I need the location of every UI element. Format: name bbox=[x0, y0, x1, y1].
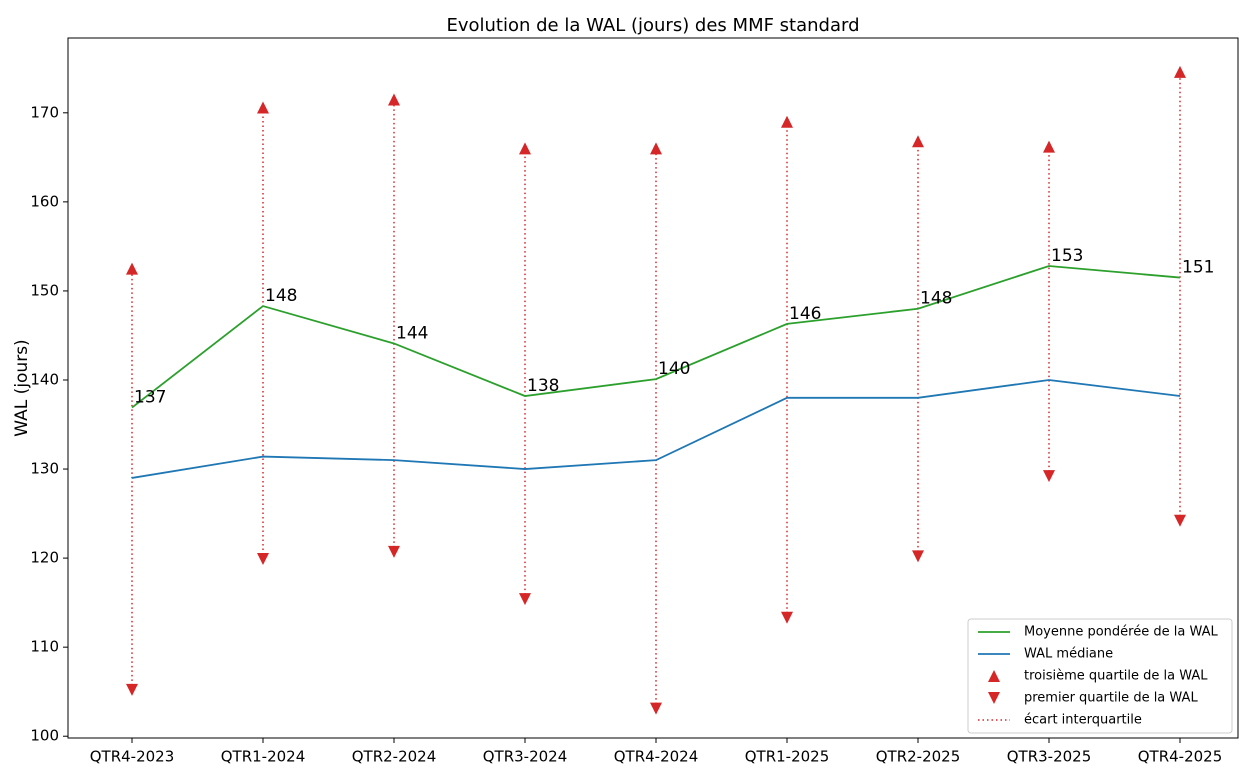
value-label: 151 bbox=[1182, 258, 1214, 278]
value-label: 146 bbox=[789, 304, 821, 324]
plot-frame bbox=[67, 37, 1239, 739]
y-axis-label: WAL (jours) bbox=[12, 339, 32, 436]
x-tick-label: QTR2-2025 bbox=[876, 748, 961, 766]
quartile-marker bbox=[257, 101, 269, 114]
series-line bbox=[131, 265, 1181, 409]
y-tick-label: 100 bbox=[30, 727, 59, 745]
x-tick-label: QTR4-2023 bbox=[90, 748, 175, 766]
value-label: 138 bbox=[527, 376, 559, 396]
quartile-marker bbox=[519, 593, 531, 606]
chart-title: Evolution de la WAL (jours) des MMF stan… bbox=[446, 15, 859, 36]
value-label: 148 bbox=[920, 289, 952, 309]
legend-swatch bbox=[988, 692, 1000, 704]
quartile-marker bbox=[126, 262, 138, 275]
y-tick-label: 140 bbox=[30, 370, 59, 388]
y-tick-label: 120 bbox=[30, 549, 59, 567]
quartile-marker bbox=[126, 683, 138, 696]
x-tick-label: QTR2-2024 bbox=[352, 748, 437, 766]
value-label: 137 bbox=[134, 388, 166, 408]
quartile-marker bbox=[388, 545, 400, 558]
value-label: 140 bbox=[658, 359, 690, 379]
quartile-marker bbox=[650, 702, 662, 715]
quartile-marker bbox=[1043, 140, 1055, 153]
legend-label: Moyenne pondérée de la WAL bbox=[1024, 625, 1218, 640]
legend-label: premier quartile de la WAL bbox=[1024, 691, 1198, 706]
value-label: 148 bbox=[265, 286, 297, 306]
legend-swatch bbox=[988, 670, 1000, 682]
legend-label: écart interquartile bbox=[1024, 713, 1142, 728]
quartile-marker bbox=[1043, 470, 1055, 483]
y-tick-label: 110 bbox=[30, 638, 59, 656]
x-tick-label: QTR4-2025 bbox=[1138, 748, 1223, 766]
x-tick-label: QTR1-2024 bbox=[221, 748, 306, 766]
legend-label: WAL médiane bbox=[1024, 647, 1113, 662]
quartile-marker bbox=[257, 552, 269, 565]
value-label: 144 bbox=[396, 323, 428, 343]
x-tick-label: QTR1-2025 bbox=[745, 748, 830, 766]
quartile-marker bbox=[388, 93, 400, 106]
legend-box bbox=[967, 618, 1233, 734]
quartile-marker bbox=[912, 550, 924, 563]
quartile-marker bbox=[519, 142, 531, 155]
x-tick-label: QTR3-2024 bbox=[483, 748, 568, 766]
y-tick-label: 130 bbox=[30, 460, 59, 478]
quartile-marker bbox=[912, 135, 924, 148]
x-tick-label: QTR4-2024 bbox=[614, 748, 699, 766]
quartile-marker bbox=[650, 142, 662, 155]
series-line bbox=[131, 379, 1181, 479]
quartile-marker bbox=[781, 115, 793, 128]
legend-label: troisième quartile de la WAL bbox=[1024, 669, 1208, 684]
quartile-marker bbox=[781, 611, 793, 624]
y-tick-label: 170 bbox=[30, 103, 59, 121]
y-tick-label: 160 bbox=[30, 192, 59, 210]
value-label: 153 bbox=[1051, 246, 1083, 266]
quartile-marker bbox=[1174, 65, 1186, 78]
y-tick-label: 150 bbox=[30, 281, 59, 299]
quartile-marker bbox=[1174, 514, 1186, 527]
x-tick-label: QTR3-2025 bbox=[1007, 748, 1092, 766]
